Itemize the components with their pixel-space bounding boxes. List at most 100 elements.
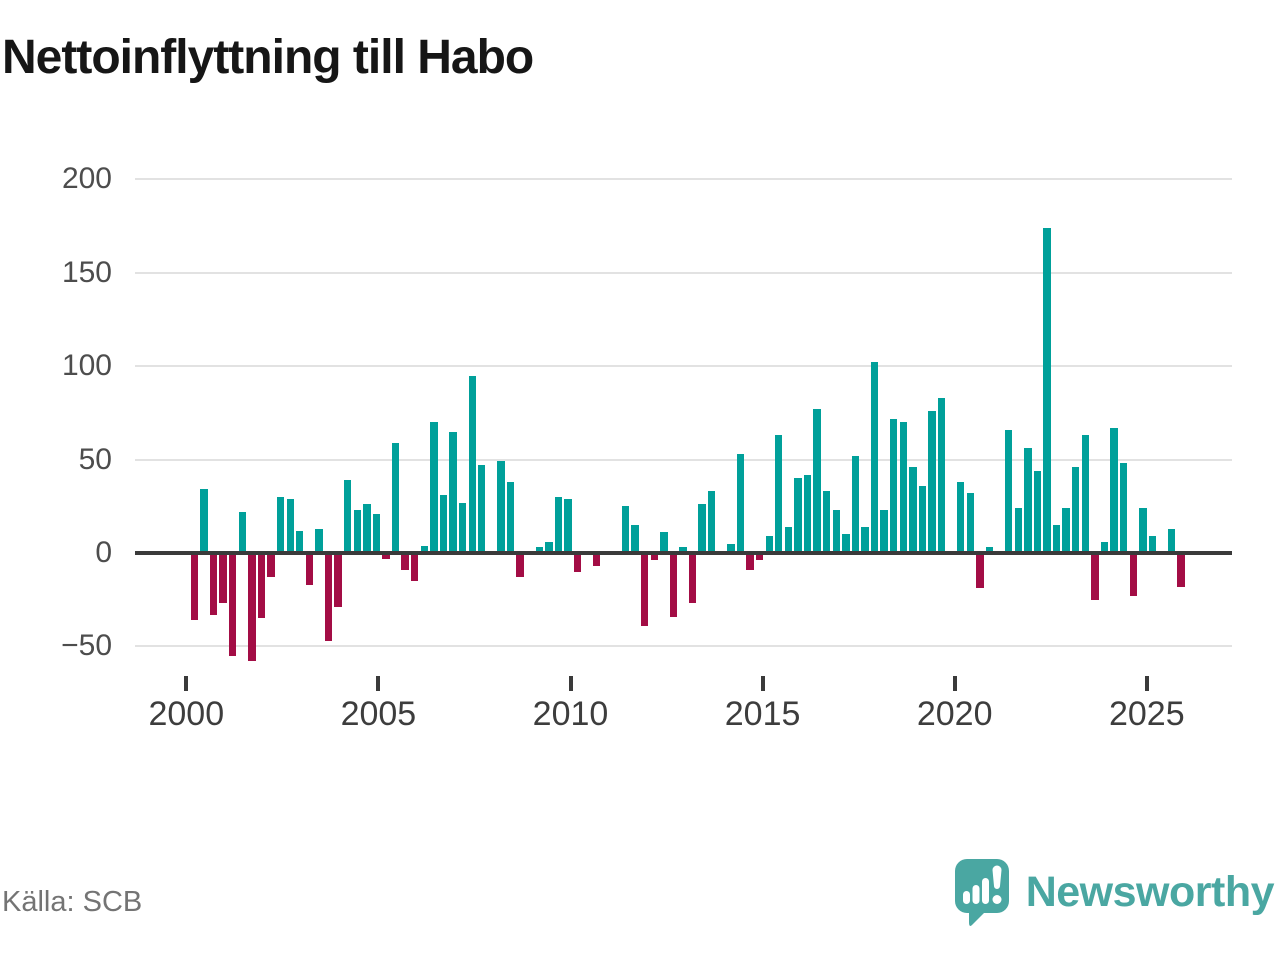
bar — [535, 547, 543, 553]
bar — [765, 536, 773, 553]
bar — [842, 534, 850, 553]
bar — [363, 504, 371, 553]
bar — [890, 418, 898, 553]
bar — [430, 422, 438, 553]
bar — [200, 489, 208, 553]
bar — [1129, 553, 1137, 596]
bar — [593, 553, 601, 567]
logo-wordmark: Newsworthy — [1025, 867, 1275, 916]
bar — [1072, 467, 1080, 553]
bar — [899, 422, 907, 553]
bar — [640, 553, 649, 626]
bar — [564, 498, 572, 553]
bar — [755, 553, 764, 561]
x-axis-tick — [184, 676, 189, 691]
bar — [1100, 541, 1109, 553]
bar — [679, 547, 687, 553]
bar — [1062, 508, 1070, 553]
bar — [190, 553, 199, 621]
bar — [391, 442, 400, 553]
y-gridline — [135, 365, 1232, 368]
bar — [1005, 429, 1013, 553]
x-axis-tick-label: 2015 — [724, 695, 801, 733]
bar — [296, 530, 304, 553]
bar — [315, 528, 323, 553]
bar — [688, 553, 697, 604]
bar — [1110, 427, 1118, 553]
bar — [1033, 470, 1042, 553]
bar — [794, 478, 802, 553]
bar — [909, 467, 917, 553]
bar — [784, 526, 793, 553]
y-axis-tick-label: 150 — [61, 255, 112, 289]
x-axis-tick-label: 2025 — [1108, 695, 1185, 733]
bar — [257, 553, 266, 619]
bar — [775, 435, 783, 553]
bar — [286, 498, 294, 553]
y-axis-tick-label: 100 — [61, 349, 112, 383]
bar — [324, 553, 333, 641]
newsworthy-logo: Newsworthy — [954, 858, 1275, 926]
x-axis-tick — [568, 676, 573, 691]
x-axis-tick-label: 2010 — [532, 695, 609, 733]
bar — [353, 510, 361, 553]
bar — [1024, 448, 1032, 553]
bar — [966, 493, 975, 553]
bar — [1043, 227, 1051, 553]
bar — [621, 506, 630, 553]
bar — [985, 547, 994, 553]
x-axis-tick — [376, 676, 381, 691]
bar — [516, 553, 524, 578]
bar — [478, 465, 486, 553]
bar — [928, 411, 936, 553]
bar — [1139, 508, 1147, 553]
bar — [209, 553, 218, 615]
bar — [238, 511, 246, 553]
y-axis-tick-label: −50 — [61, 629, 112, 663]
bar — [736, 453, 745, 553]
bar — [746, 553, 754, 570]
bar — [554, 496, 563, 553]
x-axis-tick — [760, 676, 765, 691]
bar — [708, 491, 716, 553]
bar — [1081, 435, 1090, 553]
bar — [1119, 463, 1128, 553]
bar — [832, 510, 840, 553]
bar — [382, 553, 390, 559]
bar — [305, 553, 314, 585]
bar — [803, 474, 812, 553]
bar — [957, 482, 965, 553]
bar — [1167, 528, 1176, 553]
bar — [458, 502, 467, 553]
y-gridline — [135, 645, 1232, 648]
bar — [573, 553, 582, 572]
bar — [727, 543, 735, 553]
bar — [497, 461, 505, 553]
x-axis-tick — [1144, 676, 1149, 691]
y-axis-tick-label: 200 — [61, 162, 112, 196]
bar — [851, 455, 860, 553]
bar — [1052, 524, 1061, 553]
y-axis-tick-label: 0 — [95, 536, 112, 569]
bar — [698, 504, 706, 553]
bar — [870, 362, 879, 553]
bar — [468, 375, 476, 553]
x-axis-line — [135, 551, 1232, 555]
bar — [650, 553, 658, 561]
bar — [1177, 553, 1185, 587]
bar — [229, 553, 237, 656]
bar — [343, 480, 352, 553]
bar — [401, 553, 409, 570]
x-axis-tick-label: 2000 — [148, 695, 225, 733]
page-title: Nettoinflyttning till Habo — [2, 31, 534, 84]
bar — [420, 545, 428, 553]
bar — [937, 397, 946, 553]
bar — [669, 553, 678, 617]
y-gridline — [135, 271, 1232, 274]
bar — [822, 491, 831, 553]
bar-chart-speech-bubble-icon — [954, 858, 1010, 926]
bar — [660, 532, 668, 553]
x-axis-tick — [952, 676, 957, 691]
bar — [276, 496, 285, 553]
